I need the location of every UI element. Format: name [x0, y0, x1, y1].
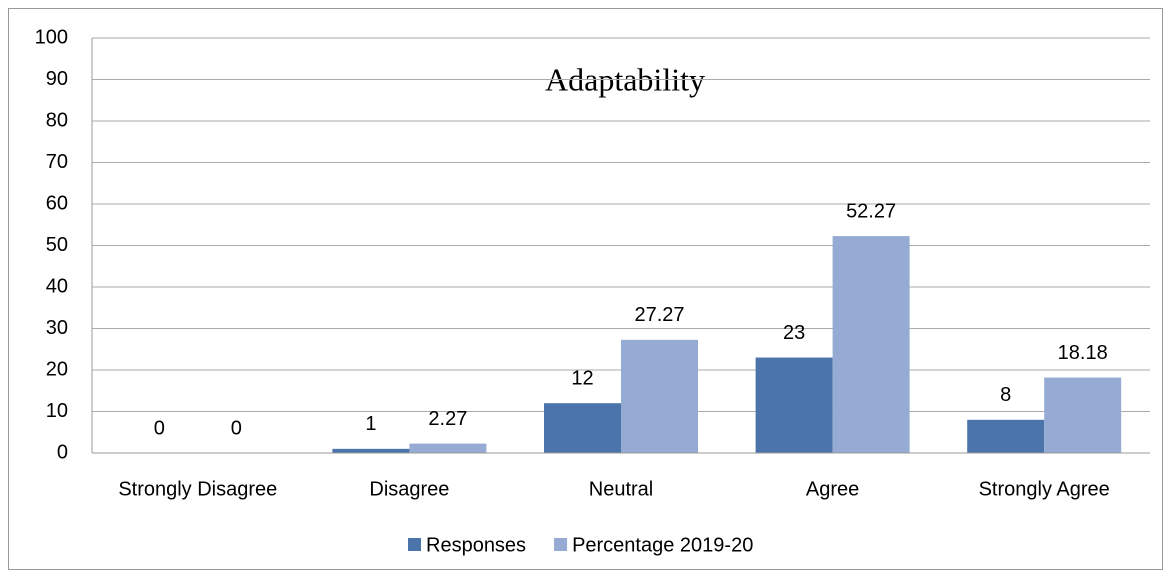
x-tick-label: Disagree: [369, 478, 449, 500]
y-tick-label: 30: [46, 317, 68, 339]
value-label: 0: [154, 417, 165, 439]
value-label: 52.27: [846, 200, 896, 222]
x-tick-label: Agree: [806, 478, 859, 500]
value-label: 1: [365, 413, 376, 435]
legend-swatch: [554, 538, 568, 551]
bar: [755, 357, 833, 453]
value-label: 8: [1000, 384, 1011, 406]
value-label: 18.18: [1058, 342, 1108, 364]
legend-label: Responses: [426, 534, 526, 556]
y-tick-label: 20: [46, 358, 68, 380]
value-label: 2.27: [428, 408, 467, 430]
y-tick-label: 40: [46, 275, 68, 297]
value-label: 23: [783, 322, 805, 344]
y-tick-label: 60: [46, 192, 68, 214]
bar: [832, 236, 910, 453]
legend-label: Percentage 2019-20: [572, 534, 753, 556]
legend-swatch: [408, 538, 421, 551]
bar: [409, 443, 487, 453]
y-tick-label: 50: [46, 234, 68, 256]
y-tick-label: 10: [46, 400, 68, 422]
value-label: 27.27: [634, 304, 684, 326]
x-tick-label: Strongly Agree: [979, 478, 1110, 500]
value-label: 0: [231, 417, 242, 439]
chart-border: [8, 8, 1163, 570]
bar: [544, 403, 621, 453]
bar: [332, 448, 410, 453]
y-tick-label: 100: [35, 26, 68, 48]
value-label: 12: [571, 367, 593, 389]
bar: [1044, 377, 1122, 453]
bar: [621, 339, 698, 453]
y-tick-label: 80: [46, 109, 68, 131]
y-tick-label: 90: [46, 68, 68, 90]
y-tick-label: 0: [57, 441, 68, 463]
x-tick-label: Strongly Disagree: [118, 478, 277, 500]
y-tick-label: 70: [46, 151, 68, 173]
bar: [967, 419, 1045, 453]
x-tick-label: Neutral: [589, 478, 653, 500]
